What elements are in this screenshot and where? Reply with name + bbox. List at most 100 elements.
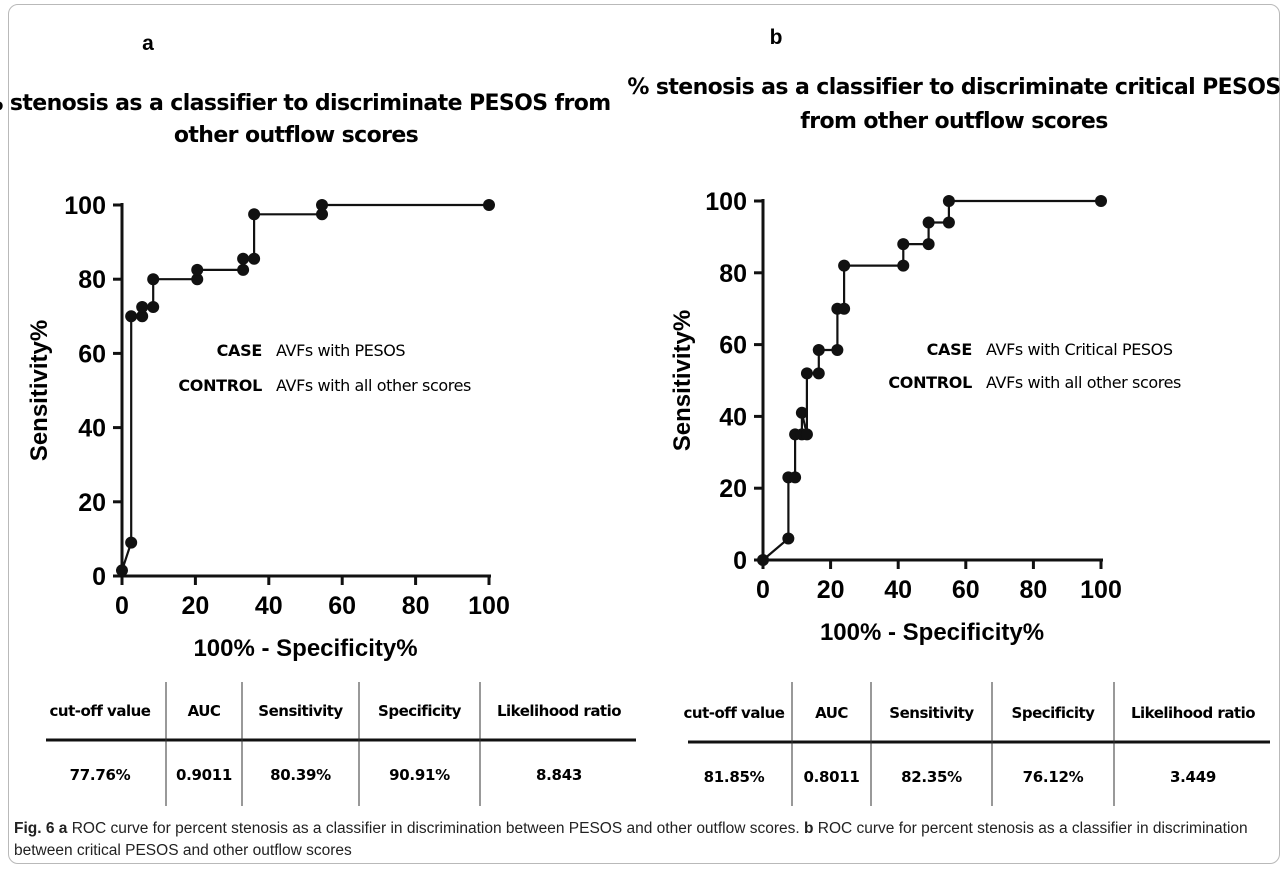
panel-b-legend-value: AVFs with Critical PESOS — [986, 340, 1173, 359]
panel-a-y-tick-label: 100 — [64, 192, 106, 220]
panel-b-roc-point — [1095, 195, 1107, 207]
panel-a-x-tick-label: 40 — [255, 592, 283, 620]
panel-b-roc-point — [897, 259, 910, 272]
panel-b-roc-point — [789, 471, 802, 484]
panel-a-title-line-1: % stenosis as a classifier to discrimina… — [0, 91, 611, 116]
panel-b-table-cell: 0.8011 — [803, 768, 859, 786]
panel-a-y-tick-label: 20 — [78, 489, 106, 517]
panel-b-roc-point — [782, 532, 795, 545]
panel-b-x-tick-label: 60 — [952, 576, 980, 604]
panel-b-x-tick-label: 20 — [817, 576, 845, 604]
panel-a-y-tick-label: 60 — [78, 340, 106, 368]
panel-b-x-tick-label: 100 — [1080, 576, 1122, 604]
panel-b-y-axis-label: Sensitivity% — [669, 310, 696, 451]
panel-b-table-header: Likelihood ratio — [1131, 704, 1255, 722]
panel-b-roc-point — [831, 343, 844, 356]
panel-a-roc-point — [116, 564, 128, 577]
figure-caption: Fig. 6 a ROC curve for percent stenosis … — [14, 818, 1272, 862]
panel-b-table-cell: 76.12% — [1023, 768, 1084, 786]
panel-b-legend-value: AVFs with all other scores — [986, 373, 1181, 392]
panel-a-x-tick-label: 60 — [328, 592, 356, 620]
panel-a-roc-point — [125, 536, 138, 549]
caption-b-letter: b — [804, 820, 814, 837]
panel-b-y-tick-label: 40 — [719, 403, 747, 431]
panel-a-roc-point — [147, 301, 160, 314]
panel-a-table-header: Sensitivity — [258, 702, 343, 720]
panel-b-roc-point — [942, 216, 955, 229]
panel-b-y-tick-label: 0 — [733, 547, 747, 575]
panel-a-table-cell: 90.91% — [389, 766, 450, 784]
panel-b-roc-point — [757, 554, 769, 566]
panel-b-roc-point — [922, 216, 935, 229]
panel-b-roc-line — [762, 199, 1101, 561]
panel-a-x-tick-label: 0 — [115, 592, 129, 620]
panel-a-legend-key: CONTROL — [178, 376, 262, 395]
panel-b-legend-key: CASE — [927, 340, 972, 359]
panel-a-roc-point — [237, 263, 250, 276]
panel-b-table-header: Specificity — [1012, 704, 1096, 722]
panel-b-roc-point — [795, 406, 808, 419]
panel-a-roc-point — [125, 310, 138, 323]
panel-a-roc-point — [237, 252, 250, 265]
panel-b-roc-point — [942, 195, 955, 207]
panel-b-legend-key: CONTROL — [888, 373, 972, 392]
panel-a-x-axis-label: 100% - Specificity% — [193, 635, 417, 662]
panel-b-roc-point — [800, 428, 813, 441]
panel-b-x-tick-label: 40 — [884, 576, 912, 604]
panel-b-title-line-2: from other outflow scores — [800, 109, 1108, 134]
panel-a-x-tick-label: 100 — [468, 592, 510, 620]
panel-b-table-cell: 3.449 — [1170, 768, 1216, 786]
panel-b-roc-point — [812, 367, 825, 380]
panel-b-table-header: cut-off value — [684, 704, 785, 722]
panel-b-roc-point — [897, 238, 910, 251]
panel-a-x-tick-label: 80 — [402, 592, 430, 620]
panel-a-roc-point — [147, 273, 160, 286]
panel-a-table-header: AUC — [188, 702, 221, 720]
panel-b-roc-point — [838, 259, 851, 272]
panel-b-letter: b — [770, 26, 783, 49]
panel-a-letter: a — [142, 32, 154, 55]
panel-b-roc-point — [800, 367, 813, 380]
panel-b-table-header: AUC — [815, 704, 848, 722]
panel-a-legend-value: AVFs with all other scores — [276, 376, 471, 395]
panel-a-roc-point — [136, 301, 149, 314]
panel-a-y-tick-label: 40 — [78, 415, 106, 443]
panel-b-table-cell: 81.85% — [704, 768, 765, 786]
caption-a-letter: a — [58, 820, 68, 837]
panel-a-y-axis-label: Sensitivity% — [26, 320, 53, 461]
panel-a-table-header: Likelihood ratio — [497, 702, 621, 720]
panel-b-table-cell: 82.35% — [901, 768, 962, 786]
panel-a-x-tick-label: 20 — [181, 592, 209, 620]
panel-b-y-tick-label: 80 — [719, 260, 747, 288]
panel-b-roc-point — [838, 302, 851, 315]
panel-a-roc-point — [316, 199, 329, 211]
panel-a-table-cell: 8.843 — [536, 766, 582, 784]
panel-a-title-line-2: other outflow scores — [174, 123, 419, 148]
figure-frame — [8, 4, 1280, 864]
panel-a-table-header: cut-off value — [50, 702, 151, 720]
panel-a-y-tick-label: 80 — [78, 266, 106, 294]
panel-a-legend-value: AVFs with PESOS — [276, 341, 405, 360]
panel-b-x-axis-label: 100% - Specificity% — [820, 619, 1044, 646]
panel-b-x-tick-label: 0 — [756, 576, 770, 604]
caption-b-text: ROC curve for percent stenosis as a clas… — [14, 820, 1248, 859]
panel-b-roc-point — [922, 238, 935, 251]
panel-a-roc-point — [191, 273, 204, 286]
panel-a-roc-point — [483, 199, 495, 211]
panel-a-table-cell: 80.39% — [270, 766, 331, 784]
panel-a-table-cell: 77.76% — [70, 766, 131, 784]
panel-b-y-tick-label: 60 — [719, 332, 747, 360]
panel-b-title-line-1: % stenosis as a classifier to discrimina… — [627, 75, 1280, 100]
panel-a-table-header: Specificity — [378, 702, 462, 720]
panel-a-legend-key: CASE — [217, 341, 262, 360]
panel-b-y-tick-label: 100 — [705, 188, 747, 216]
panel-a-roc-point — [248, 252, 261, 265]
panel-b-roc-point — [812, 343, 825, 356]
caption-label: Fig. 6 — [14, 820, 55, 837]
panel-b-x-tick-label: 80 — [1019, 576, 1047, 604]
panel-b-y-tick-label: 20 — [719, 475, 747, 503]
panel-a-table-cell: 0.9011 — [176, 766, 232, 784]
panel-a-y-tick-label: 0 — [92, 563, 106, 591]
panel-a-roc-point — [136, 310, 149, 323]
